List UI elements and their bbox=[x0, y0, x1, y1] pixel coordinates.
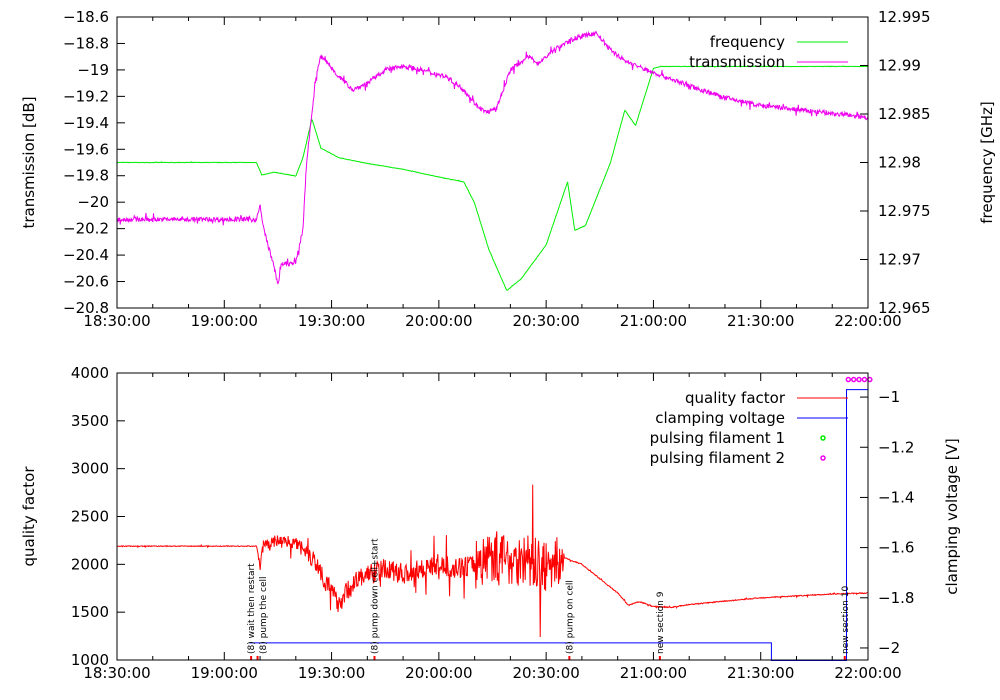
x-tick-label: 18:30:00 bbox=[83, 664, 150, 682]
y-tick-label: 1000 bbox=[71, 651, 109, 669]
x-tick-label: 19:30:00 bbox=[298, 312, 365, 330]
x-tick-label: 19:00:00 bbox=[191, 312, 258, 330]
y2-tick-label: −1.8 bbox=[878, 589, 914, 607]
x-tick-label: 19:30:00 bbox=[298, 664, 365, 682]
legend-marker bbox=[820, 455, 826, 461]
panel-1: 18:30:00 19:00:00 19:30:00 20:00:00 20:30:00… bbox=[20, 8, 996, 330]
x-tick-label: 21:00:00 bbox=[620, 312, 687, 330]
y-tick-label: −20.4 bbox=[63, 246, 109, 264]
y-tick-label: −19.4 bbox=[63, 114, 109, 132]
y-tick-label: −20.2 bbox=[63, 220, 109, 238]
y2-tick-label: 12.975 bbox=[878, 202, 931, 220]
legend-label: pulsing filament 1 bbox=[650, 429, 785, 447]
series-line-quality-factor bbox=[116, 484, 868, 638]
y2-tick-label: −1.6 bbox=[878, 539, 914, 557]
y-tick-label: 1500 bbox=[71, 603, 109, 621]
data-point-pulsing-filament-2 bbox=[856, 376, 862, 383]
legend-label: quality factor bbox=[685, 389, 786, 407]
y2-tick-label: 12.97 bbox=[878, 251, 921, 269]
data-point-pulsing-filament-2 bbox=[845, 376, 852, 383]
x-tick-label: 20:30:00 bbox=[512, 664, 579, 682]
event-label: (8) pump down cell+start bbox=[370, 538, 380, 654]
panel-2: (8) wait then restart (8) pump the cell (8… bbox=[20, 364, 961, 682]
x-tick-label: 20:00:00 bbox=[405, 664, 472, 682]
y-tick-label: 3500 bbox=[71, 412, 109, 430]
y-tick-label: −19 bbox=[77, 61, 109, 79]
y-tick-label: 2000 bbox=[71, 555, 109, 573]
y-axis-label: transmission [dB] bbox=[20, 96, 38, 228]
legend-label: pulsing filament 2 bbox=[650, 449, 785, 467]
y2-tick-label: −2 bbox=[878, 639, 900, 657]
x-tick-label: 21:30:00 bbox=[727, 664, 794, 682]
y2-tick-label: 12.99 bbox=[878, 57, 921, 75]
y-tick-label: −20.6 bbox=[63, 273, 109, 291]
x-tick-label: 21:30:00 bbox=[727, 312, 794, 330]
x-tick-label: 18:30:00 bbox=[83, 312, 150, 330]
y-tick-label: −20 bbox=[77, 193, 109, 211]
y2-tick-label: −1.2 bbox=[878, 438, 914, 456]
y2-tick-label: 12.965 bbox=[878, 299, 931, 317]
series-line-transmission bbox=[116, 30, 868, 285]
event-label: (8) wait then restart bbox=[247, 563, 257, 654]
y-tick-label: −19.2 bbox=[63, 87, 109, 105]
x-tick-label: 19:00:00 bbox=[191, 664, 258, 682]
y2-tick-label: 12.985 bbox=[878, 105, 931, 123]
y-tick-label: −20.8 bbox=[63, 299, 109, 317]
event-label: new section 9 bbox=[656, 591, 666, 654]
legend-label: clamping voltage bbox=[655, 409, 785, 427]
y-tick-label: 2500 bbox=[71, 508, 109, 526]
data-point-pulsing-filament-2 bbox=[850, 376, 857, 383]
y2-tick-label: 12.98 bbox=[878, 154, 921, 172]
x-tick-label: 22:00:00 bbox=[834, 664, 901, 682]
y2-tick-label: −1 bbox=[878, 388, 900, 406]
x-tick-label: 20:30:00 bbox=[512, 312, 579, 330]
y-tick-label: 3000 bbox=[71, 460, 109, 478]
x-tick-label: 22:00:00 bbox=[834, 312, 901, 330]
y2-axis-label: frequency [GHz] bbox=[978, 101, 996, 223]
y-tick-label: −19.8 bbox=[63, 167, 109, 185]
y2-tick-label: 12.995 bbox=[878, 8, 931, 26]
event-label: new section 10 bbox=[841, 586, 851, 654]
series-line-frequency bbox=[116, 65, 868, 291]
y-axis-label: quality factor bbox=[20, 466, 38, 567]
legend-label: transmission bbox=[689, 53, 785, 71]
y-tick-label: 4000 bbox=[71, 364, 109, 382]
y2-axis-label: clamping voltage [V] bbox=[943, 438, 961, 594]
event-label: (8) pump the cell bbox=[259, 577, 269, 654]
x-tick-label: 20:00:00 bbox=[405, 312, 472, 330]
y-tick-label: −19.6 bbox=[63, 140, 109, 158]
y-tick-label: −18.8 bbox=[63, 34, 109, 52]
y-tick-label: −18.6 bbox=[63, 8, 109, 26]
legend-label: frequency bbox=[710, 33, 785, 51]
y2-tick-label: −1.4 bbox=[878, 488, 914, 506]
data-point-pulsing-filament-2 bbox=[861, 376, 868, 383]
legend-marker bbox=[820, 435, 826, 441]
x-tick-label: 21:00:00 bbox=[620, 664, 687, 682]
event-label: (8) pump on cell bbox=[565, 580, 575, 654]
